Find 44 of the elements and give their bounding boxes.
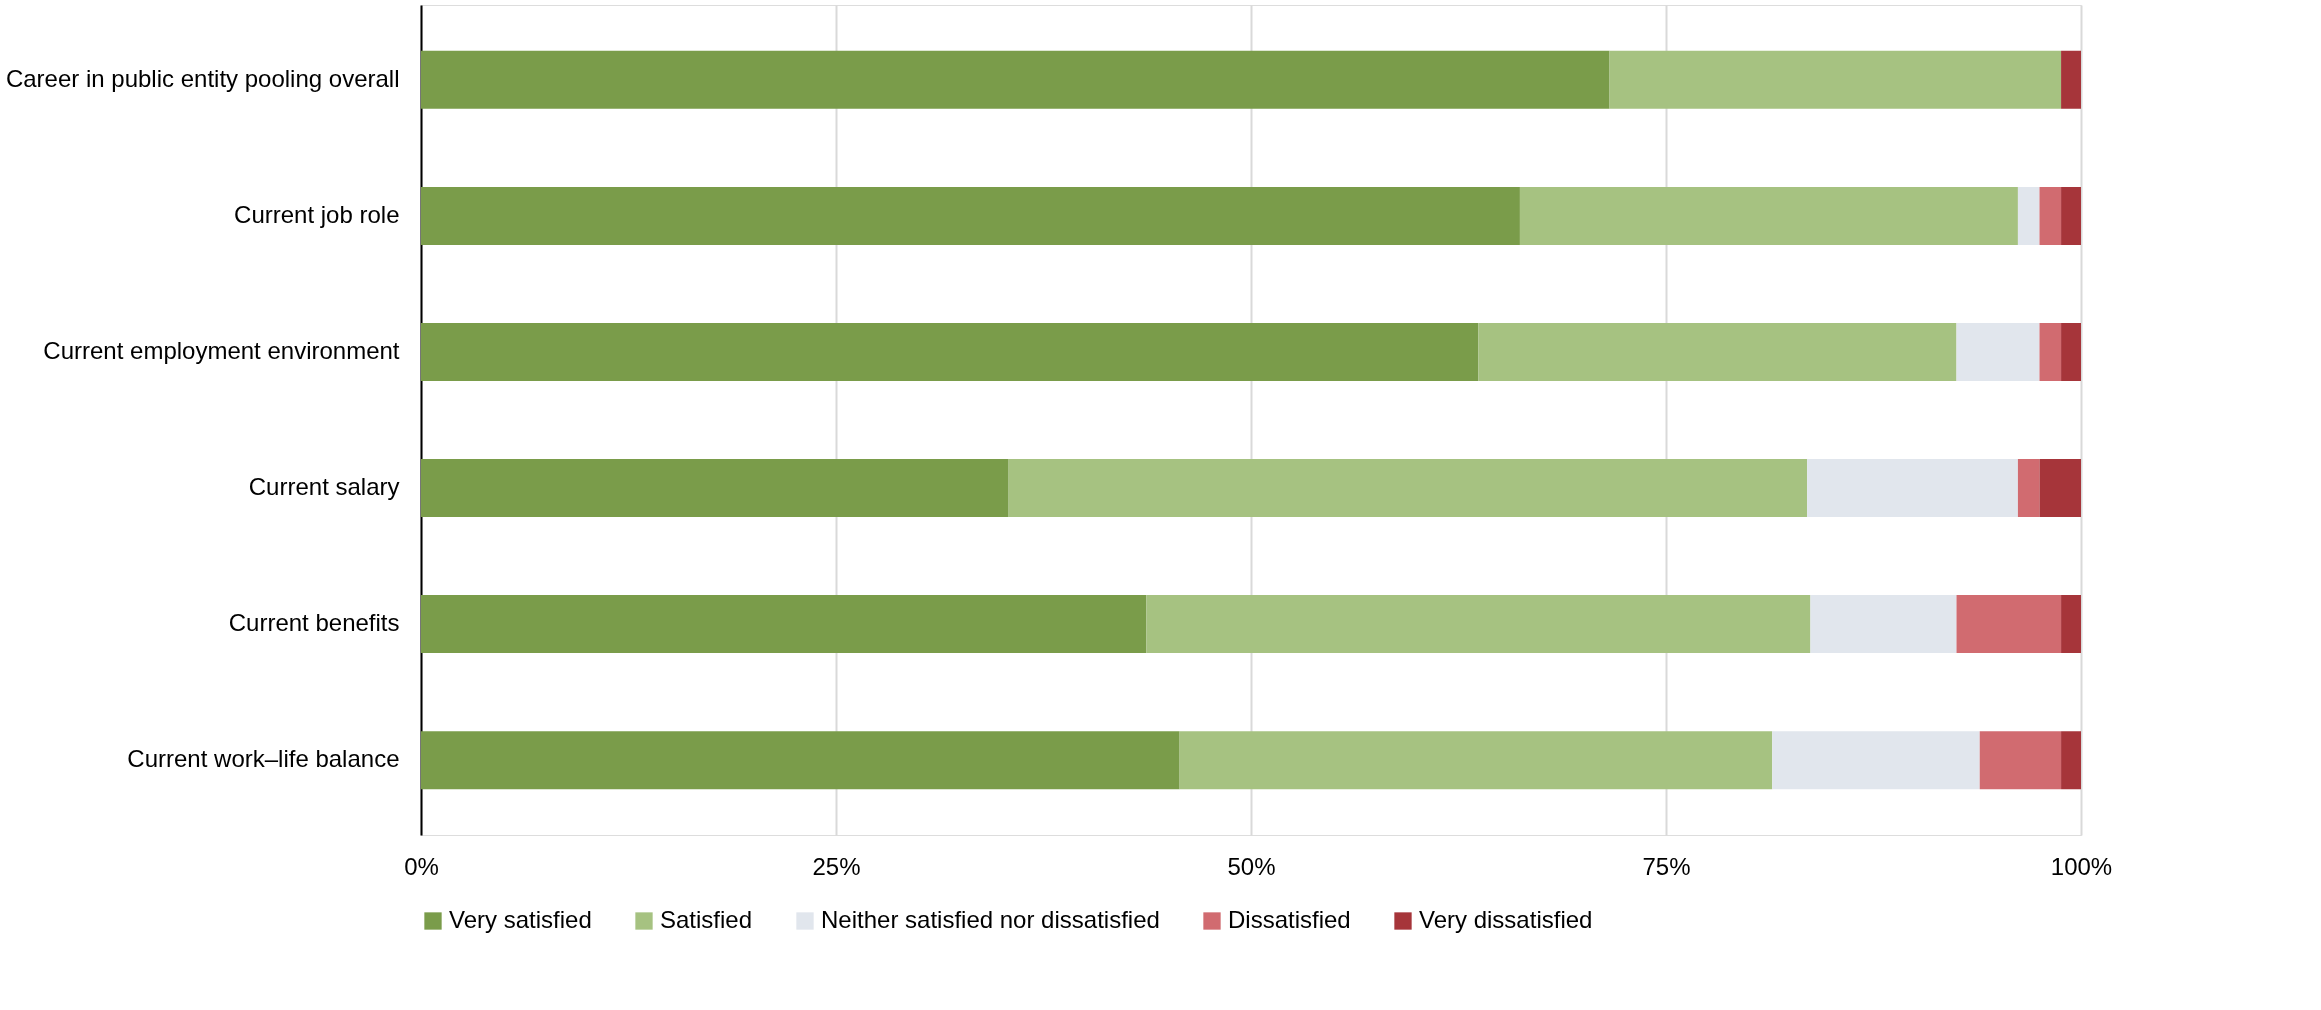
legend-label: Neither satisfied nor dissatisfied xyxy=(821,906,1160,933)
bar xyxy=(1979,731,2062,790)
bar xyxy=(421,731,1180,790)
bar xyxy=(1810,595,1957,654)
y-tick-label: Current work–life balance xyxy=(127,745,400,773)
bar xyxy=(1956,595,2062,654)
bar xyxy=(1772,731,1980,790)
bar xyxy=(1146,595,1811,654)
legend-label: Dissatisfied xyxy=(1228,906,1351,933)
bar xyxy=(1008,459,1808,518)
bar xyxy=(1807,459,2018,518)
bar xyxy=(421,322,1479,381)
bar xyxy=(2061,731,2081,790)
bar xyxy=(421,50,1610,109)
y-tick-label: Current employment environment xyxy=(43,336,400,364)
bar xyxy=(1478,322,1957,381)
bar xyxy=(2061,50,2081,109)
bar xyxy=(2039,459,2081,518)
legend-label: Satisfied xyxy=(660,906,753,933)
legend-label: Very dissatisfied xyxy=(1419,906,1593,933)
x-tick-label: 0% xyxy=(404,852,439,880)
x-tick-label: 75% xyxy=(1642,852,1691,880)
bar xyxy=(2039,322,2062,381)
bar xyxy=(1179,731,1773,790)
bar xyxy=(1956,322,2040,381)
y-tick-label: Current benefits xyxy=(228,609,400,637)
x-tick-label: 100% xyxy=(2050,852,2113,880)
bar xyxy=(2061,186,2081,245)
bar xyxy=(1609,50,2062,109)
bar xyxy=(2061,322,2081,381)
bar xyxy=(421,186,1520,245)
y-tick-label: Current salary xyxy=(248,473,400,501)
bar xyxy=(2061,595,2081,654)
bar xyxy=(421,459,1009,518)
y-tick-label: Career in public entity pooling overall xyxy=(5,64,400,92)
legend-label: Very satisfied xyxy=(449,906,592,933)
bar xyxy=(2017,459,2040,518)
bar xyxy=(1519,186,2018,245)
x-tick-label: 25% xyxy=(812,852,861,880)
bar xyxy=(2039,186,2062,245)
x-tick-label: 50% xyxy=(1227,852,1276,880)
y-tick-label: Current job role xyxy=(234,200,400,228)
bar xyxy=(2017,186,2040,245)
bar xyxy=(421,595,1147,654)
